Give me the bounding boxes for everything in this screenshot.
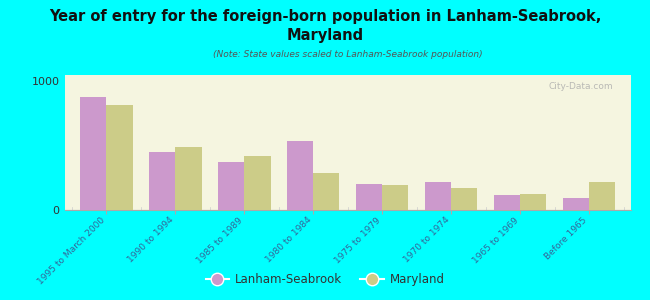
Bar	[425, 182, 451, 210]
Bar	[218, 162, 244, 210]
Bar	[149, 152, 176, 210]
Bar	[356, 184, 382, 210]
Legend: Lanham-Seabrook, Maryland: Lanham-Seabrook, Maryland	[201, 269, 449, 291]
Text: Year of entry for the foreign-born population in Lanham-Seabrook,
Maryland: Year of entry for the foreign-born popul…	[49, 9, 601, 43]
Bar	[494, 195, 520, 210]
Bar	[520, 194, 547, 210]
Text: City-Data.com: City-Data.com	[549, 82, 614, 91]
Bar	[382, 185, 408, 210]
Bar	[589, 182, 616, 210]
Bar	[451, 188, 477, 210]
Bar	[176, 147, 202, 210]
Bar	[287, 141, 313, 210]
Bar	[80, 97, 107, 210]
Text: (Note: State values scaled to Lanham-Seabrook population): (Note: State values scaled to Lanham-Sea…	[213, 50, 482, 59]
Bar	[244, 156, 270, 210]
Bar	[563, 198, 589, 210]
Bar	[313, 173, 339, 210]
Bar	[107, 105, 133, 210]
